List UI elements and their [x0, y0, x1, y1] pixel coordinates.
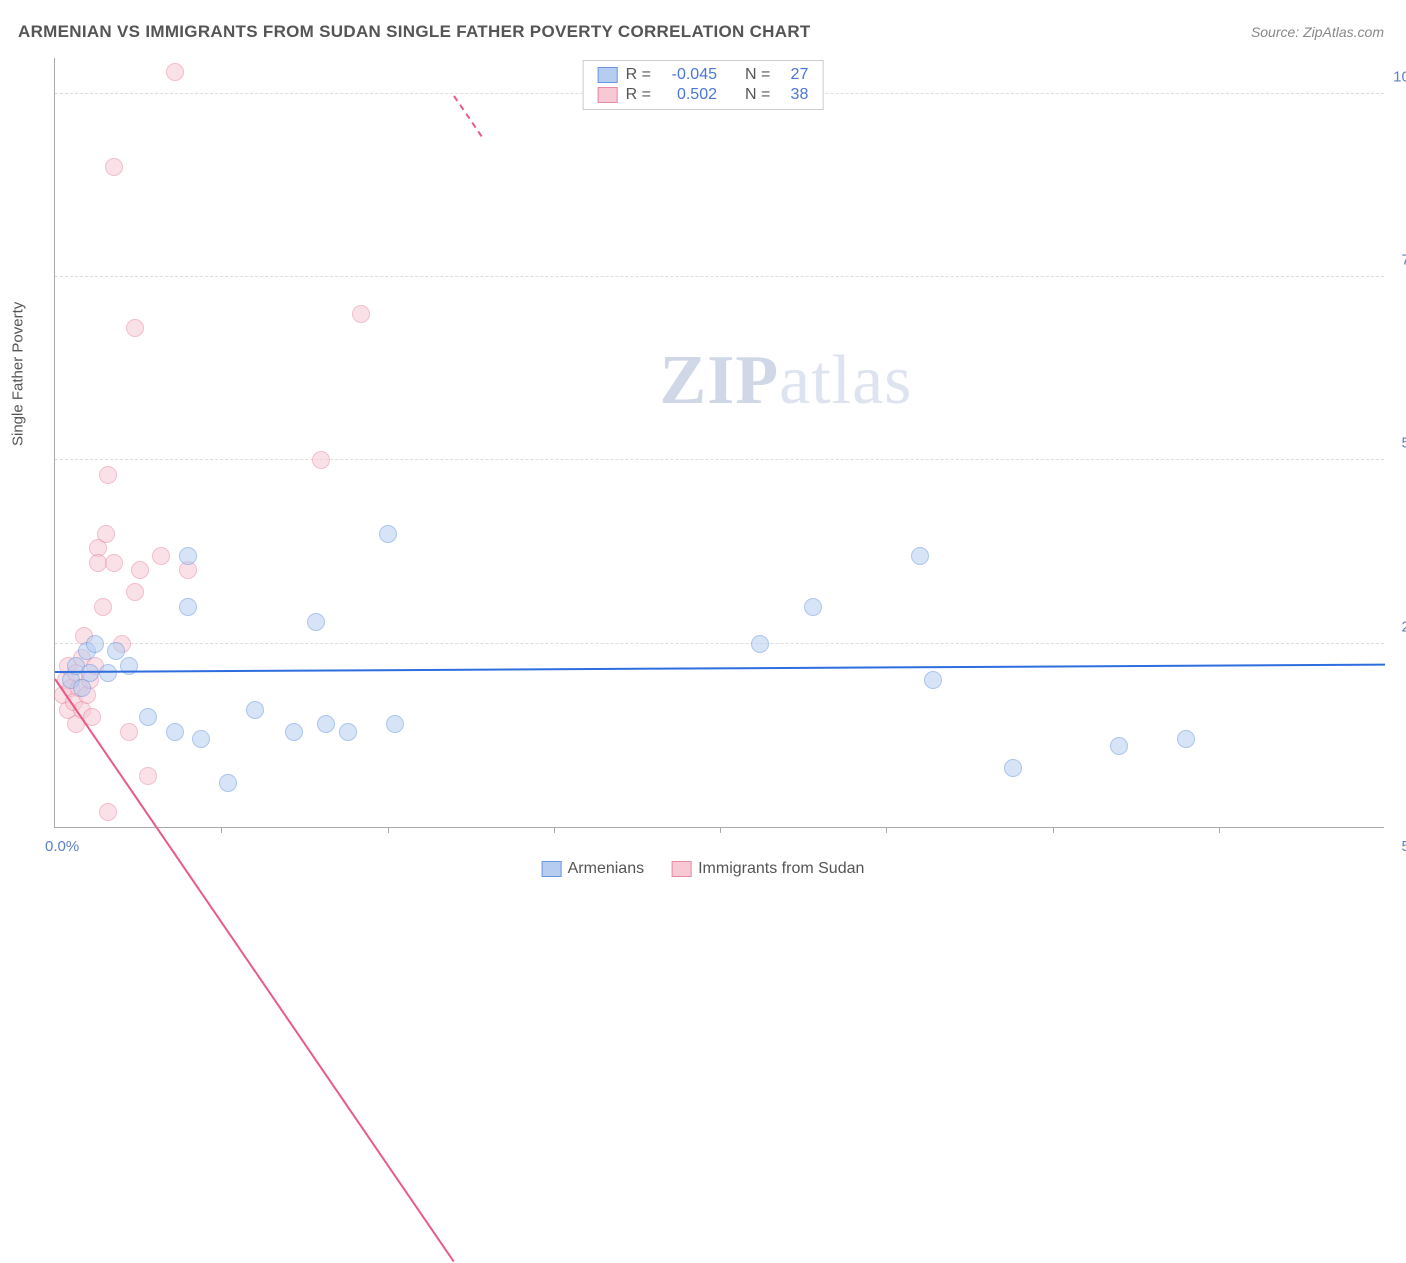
trendline-b [54, 679, 455, 1263]
legend-n-value: 38 [778, 86, 808, 104]
legend-row: R = -0.045 N = 27 [598, 65, 809, 85]
point-series-a [751, 635, 769, 653]
point-series-a [804, 598, 822, 616]
legend-row: R = 0.502 N = 38 [598, 85, 809, 105]
point-series-a [246, 701, 264, 719]
point-series-a [317, 715, 335, 733]
point-series-a [1110, 737, 1128, 755]
y-axis-title: Single Father Poverty [10, 302, 27, 446]
source-attribution: Source: ZipAtlas.com [1251, 24, 1384, 40]
legend-swatch [598, 87, 618, 103]
point-series-b [139, 767, 157, 785]
legend-n-label: N = [745, 66, 770, 84]
gridline [55, 643, 1384, 644]
legend-label: Armenians [568, 860, 644, 877]
point-series-b [152, 547, 170, 565]
point-series-a [924, 671, 942, 689]
point-series-a [285, 723, 303, 741]
point-series-a [386, 715, 404, 733]
x-tick [1219, 827, 1220, 833]
plot-area: ZIPatlas 25.0%50.0%75.0%100.0%0.0%50.0% [54, 58, 1384, 828]
point-series-a [339, 723, 357, 741]
point-series-b [94, 598, 112, 616]
point-series-b [105, 554, 123, 572]
point-series-a [179, 547, 197, 565]
point-series-a [179, 598, 197, 616]
trendline-b-dashed [453, 96, 482, 137]
point-series-b [166, 63, 184, 81]
x-tick [554, 827, 555, 833]
y-tick-label: 100.0% [1393, 68, 1406, 85]
point-series-a [81, 664, 99, 682]
x-label-max: 50.0% [1401, 838, 1406, 855]
point-series-b [99, 466, 117, 484]
watermark: ZIPatlas [659, 341, 912, 421]
legend-label: Immigrants from Sudan [698, 860, 864, 877]
legend-r-label: R = [626, 66, 651, 84]
y-tick-label: 25.0% [1401, 618, 1406, 635]
point-series-a [219, 774, 237, 792]
point-series-a [107, 642, 125, 660]
watermark-bold: ZIP [659, 342, 779, 419]
legend-item: Immigrants from Sudan [672, 860, 864, 878]
point-series-b [352, 305, 370, 323]
point-series-b [126, 583, 144, 601]
legend-n-label: N = [745, 86, 770, 104]
legend-n-value: 27 [778, 66, 808, 84]
point-series-a [139, 708, 157, 726]
x-tick [1053, 827, 1054, 833]
point-series-a [1004, 759, 1022, 777]
point-series-a [1177, 730, 1195, 748]
legend-r-value: 0.502 [659, 86, 717, 104]
x-tick [388, 827, 389, 833]
legend-swatch [598, 67, 618, 83]
chart-title: ARMENIAN VS IMMIGRANTS FROM SUDAN SINGLE… [18, 22, 811, 42]
series-legend: Armenians Immigrants from Sudan [542, 860, 865, 878]
point-series-a [99, 664, 117, 682]
point-series-b [97, 525, 115, 543]
point-series-a [379, 525, 397, 543]
point-series-b [131, 561, 149, 579]
gridline [55, 459, 1384, 460]
trendline-a [55, 664, 1385, 673]
gridline [55, 276, 1384, 277]
legend-swatch [672, 861, 692, 877]
watermark-thin: atlas [779, 342, 912, 419]
point-series-a [86, 635, 104, 653]
y-tick-label: 75.0% [1401, 252, 1406, 269]
y-tick-label: 50.0% [1401, 435, 1406, 452]
x-tick [720, 827, 721, 833]
point-series-b [99, 803, 117, 821]
legend-swatch [542, 861, 562, 877]
point-series-a [166, 723, 184, 741]
legend-r-value: -0.045 [659, 66, 717, 84]
x-tick [221, 827, 222, 833]
x-tick [886, 827, 887, 833]
correlation-legend: R = -0.045 N = 27 R = 0.502 N = 38 [583, 60, 824, 110]
point-series-a [911, 547, 929, 565]
point-series-b [126, 319, 144, 337]
legend-item: Armenians [542, 860, 644, 878]
x-label-min: 0.0% [45, 838, 79, 855]
point-series-b [120, 723, 138, 741]
point-series-a [192, 730, 210, 748]
legend-r-label: R = [626, 86, 651, 104]
point-series-b [105, 158, 123, 176]
point-series-a [307, 613, 325, 631]
point-series-b [312, 451, 330, 469]
